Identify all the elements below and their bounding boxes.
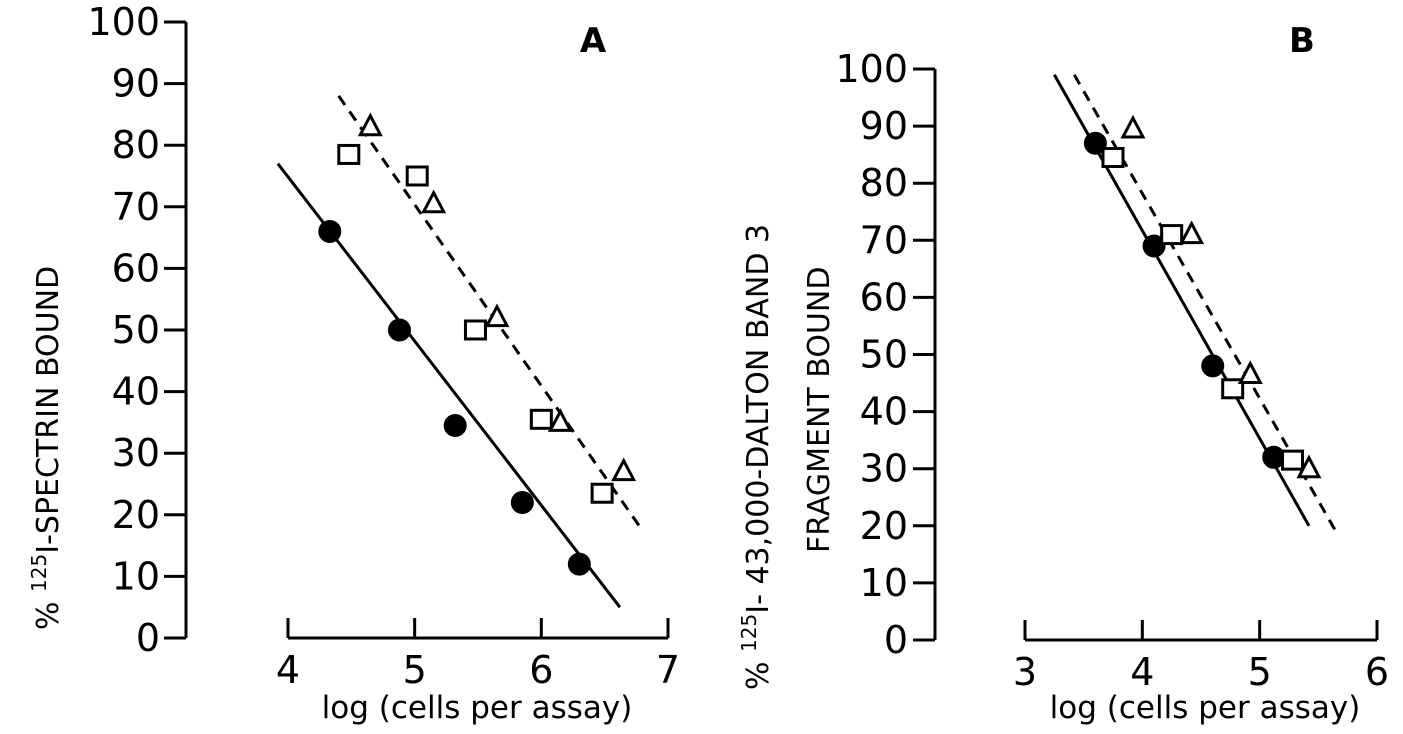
panel-b-y-tick-label: 30 bbox=[860, 447, 908, 491]
panel-a-y-axis-label: % 125I-SPECTRIN BOUND bbox=[27, 266, 66, 630]
panel-a-y-tick-label: 80 bbox=[112, 123, 160, 167]
panel-b: 0 10 20 30 40 50 60 70 80 90 100 3 4 5 6 B log (cells … bbox=[737, 21, 1389, 726]
panel-b-letter: B bbox=[1289, 21, 1315, 61]
panel-a-fit-line-dashed bbox=[337, 95, 642, 528]
panel-b-y-axis-label-line2: FRAGMENT BOUND bbox=[802, 267, 837, 553]
panel-b-y-tick-label: 90 bbox=[860, 104, 908, 148]
panel-a-x-tick-label: 7 bbox=[656, 648, 680, 692]
panel-b-y-label-main: I- 43,000-DALTON BAND 3 bbox=[741, 224, 776, 614]
panel-a-y-label-superscript: 125 bbox=[27, 554, 51, 592]
panel-a-fit-lines bbox=[276, 95, 642, 609]
panel-b-y-tick-label: 0 bbox=[884, 618, 908, 662]
panel-b-axes: 0 10 20 30 40 50 60 70 80 90 100 3 4 5 6 bbox=[835, 47, 1389, 694]
panel-a-y-tick-label: 90 bbox=[112, 62, 160, 106]
panel-a-circle-point bbox=[318, 219, 342, 243]
panel-a-y-tick-label: 20 bbox=[112, 493, 160, 537]
panel-b-triangle-point bbox=[1237, 360, 1263, 384]
panel-a-triangle-point bbox=[484, 303, 510, 328]
panel-a-y-tick-label: 50 bbox=[112, 308, 160, 352]
panel-b-x-tick-label: 4 bbox=[1130, 650, 1154, 694]
panel-a-markers bbox=[318, 112, 637, 576]
panel-b-triangle-point bbox=[1296, 454, 1322, 479]
panel-b-y-tick-label: 50 bbox=[860, 333, 908, 377]
panel-a: 0 10 20 30 40 50 60 70 80 90 100 4 5 6 7 A log (cells … bbox=[27, 0, 680, 726]
panel-b-y-tick-label: 70 bbox=[860, 218, 908, 262]
panel-b-y-tick-label: 100 bbox=[835, 47, 908, 91]
panel-a-y-label-main: I-SPECTRIN BOUND bbox=[31, 266, 66, 554]
panel-a-y-tick-label: 0 bbox=[136, 616, 160, 660]
panel-b-y-tick-label: 40 bbox=[860, 390, 908, 434]
panel-b-y-axis-label-line1: % 125I- 43,000-DALTON BAND 3 bbox=[737, 224, 776, 690]
panel-b-y-label-superscript: 125 bbox=[737, 614, 761, 652]
panel-b-x-tick-label: 5 bbox=[1248, 650, 1272, 694]
panel-a-triangle-point bbox=[547, 408, 573, 432]
panel-a-square-point bbox=[337, 143, 361, 165]
panel-a-y-label-prefix: % bbox=[31, 592, 66, 630]
panel-a-triangle-point bbox=[357, 112, 383, 137]
panel-a-triangle-point bbox=[421, 189, 447, 214]
panel-b-y-tick-label: 80 bbox=[860, 161, 908, 205]
panel-b-y-tick-label: 20 bbox=[860, 504, 908, 548]
panel-a-y-tick-label: 10 bbox=[112, 554, 160, 598]
panel-b-square-point bbox=[1101, 147, 1125, 169]
panel-a-x-tick-label: 6 bbox=[529, 648, 553, 692]
panel-a-triangle-point bbox=[611, 457, 637, 482]
panel-b-circle-point bbox=[1083, 131, 1107, 155]
panel-b-y-tick-label: 60 bbox=[860, 275, 908, 319]
panel-b-x-axis-label: log (cells per assay) bbox=[1050, 690, 1361, 726]
panel-a-circle-point bbox=[443, 413, 467, 437]
panel-b-square-point bbox=[1160, 224, 1184, 246]
panel-a-x-tick-label: 5 bbox=[403, 648, 427, 692]
panel-b-triangle-point bbox=[1179, 220, 1205, 245]
panel-a-x-axis-label: log (cells per assay) bbox=[322, 690, 633, 726]
panel-a-y-tick-label: 40 bbox=[112, 370, 160, 414]
panel-a-circle-point bbox=[387, 318, 411, 342]
panel-a-axes: 0 10 20 30 40 50 60 70 80 90 100 4 5 6 7 bbox=[87, 0, 680, 692]
panel-a-circle-point bbox=[567, 552, 591, 576]
panel-b-triangle-point bbox=[1120, 114, 1146, 139]
panel-a-x-tick-label: 4 bbox=[276, 648, 300, 692]
panel-b-y-label-prefix: % bbox=[741, 652, 776, 690]
panel-b-circle-point bbox=[1201, 354, 1225, 378]
panel-a-square-point bbox=[463, 319, 487, 341]
panel-b-y-tick-label: 10 bbox=[860, 561, 908, 605]
panel-a-square-point bbox=[529, 408, 553, 430]
panel-a-y-tick-label: 30 bbox=[112, 431, 160, 475]
panel-b-markers bbox=[1083, 114, 1322, 479]
panel-b-x-tick-label: 6 bbox=[1365, 650, 1389, 694]
panel-a-y-tick-label: 70 bbox=[112, 185, 160, 229]
panel-b-circle-point bbox=[1142, 234, 1166, 258]
panel-a-square-point bbox=[590, 482, 614, 504]
panel-a-letter: A bbox=[580, 21, 607, 61]
panel-a-square-point bbox=[405, 165, 429, 187]
panel-a-y-tick-label: 100 bbox=[87, 0, 160, 44]
panel-a-circle-point bbox=[510, 490, 534, 514]
panel-b-square-point bbox=[1221, 378, 1245, 400]
panel-a-y-tick-label: 60 bbox=[112, 246, 160, 290]
panel-b-square-point bbox=[1281, 449, 1305, 471]
panel-b-x-tick-label: 3 bbox=[1013, 650, 1037, 694]
